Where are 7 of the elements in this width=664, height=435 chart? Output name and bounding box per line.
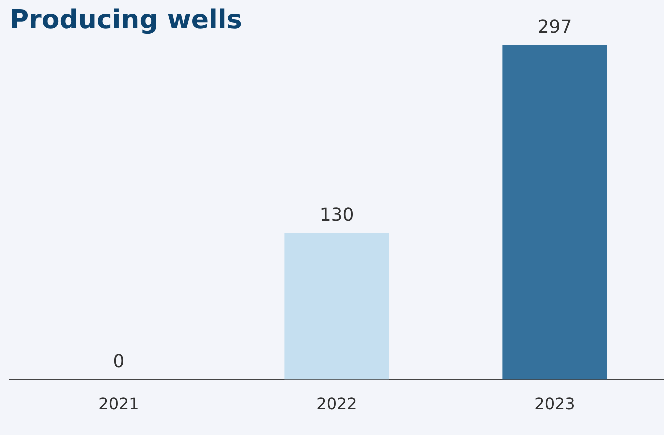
chart-title: Producing wells: [10, 5, 242, 36]
x-tick-label: 2021: [98, 394, 140, 414]
data-label: 130: [320, 205, 354, 226]
data-label: 297: [538, 16, 572, 38]
x-tick-label: 2022: [316, 394, 358, 414]
x-tick-label: 2023: [534, 394, 576, 414]
data-label: 0: [113, 351, 125, 372]
